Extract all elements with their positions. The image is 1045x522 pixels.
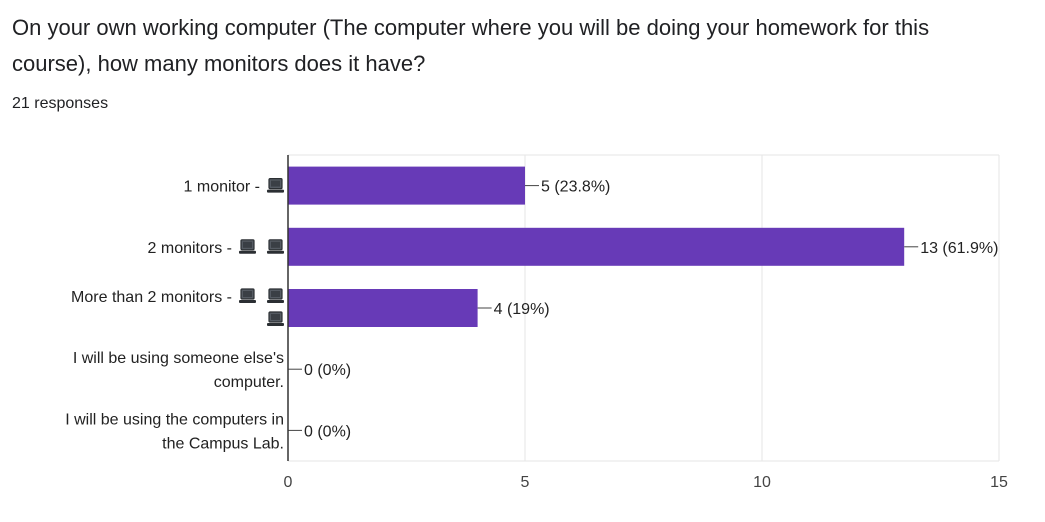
laptop-icon — [267, 239, 284, 254]
value-label: 5 (23.8%) — [541, 179, 610, 196]
laptop-icon — [239, 239, 256, 254]
value-label: 4 (19%) — [494, 301, 550, 318]
question-title: On your own working computer (The comput… — [12, 15, 930, 76]
category-label: 2 monitors - — [148, 240, 232, 257]
bar — [288, 166, 525, 205]
laptop-icon — [267, 311, 284, 326]
laptop-icon — [267, 288, 284, 303]
x-tick-label: 5 — [521, 474, 530, 491]
x-tick-label: 10 — [753, 474, 771, 491]
laptop-icon — [239, 288, 256, 303]
bar — [288, 289, 478, 327]
category-label: I will be using someone else's — [73, 350, 284, 367]
x-tick-label: 15 — [990, 474, 1008, 491]
x-tick-label: 0 — [284, 474, 293, 491]
laptop-icon — [267, 178, 284, 193]
value-label: 0 (0%) — [304, 362, 351, 379]
value-label: 0 (0%) — [304, 423, 351, 440]
category-label: the Campus Lab. — [162, 435, 284, 452]
category-label: More than 2 monitors - — [71, 289, 232, 306]
category-label: 1 monitor - — [184, 179, 260, 196]
category-label: I will be using the computers in — [65, 411, 284, 428]
value-label: 13 (61.9%) — [920, 240, 998, 257]
category-label: computer. — [214, 374, 284, 391]
bar — [288, 227, 905, 266]
response-count: 21 responses — [12, 95, 109, 112]
